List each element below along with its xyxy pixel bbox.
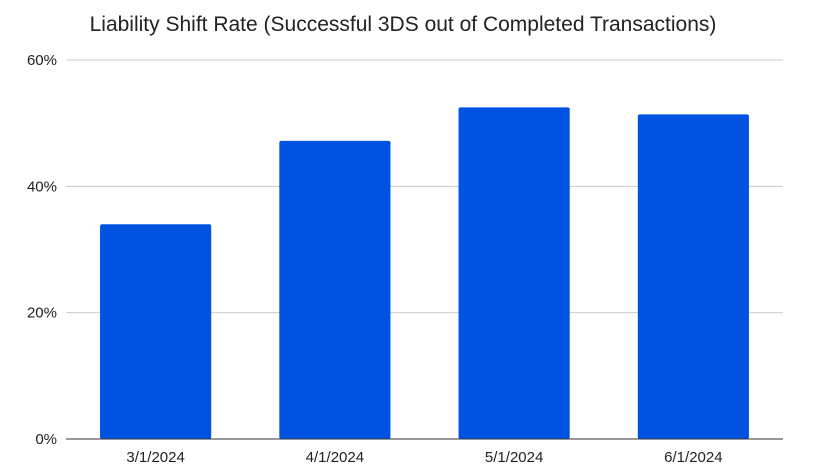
y-tick-label: 20% [27, 305, 57, 322]
x-tick-label: 5/1/2024 [485, 449, 543, 466]
y-axis-tick-labels: 0% 20% 40% 60% [27, 52, 57, 448]
x-axis-tick-labels: 3/1/2024 4/1/2024 5/1/2024 6/1/2024 [126, 449, 722, 466]
x-tick-label: 6/1/2024 [664, 449, 722, 466]
bar-4/1/2024 [279, 140, 391, 439]
chart-title: Liability Shift Rate (Successful 3DS out… [90, 13, 717, 36]
bars [100, 107, 749, 439]
y-tick-label: 40% [27, 178, 57, 195]
y-tick-label: 0% [35, 431, 57, 448]
x-tick-label: 4/1/2024 [306, 449, 364, 466]
bar-5/1/2024 [458, 107, 570, 439]
x-tick-label: 3/1/2024 [126, 449, 184, 466]
bar-3/1/2024 [100, 224, 212, 439]
y-tick-label: 60% [27, 52, 57, 69]
bar-6/1/2024 [637, 114, 749, 439]
